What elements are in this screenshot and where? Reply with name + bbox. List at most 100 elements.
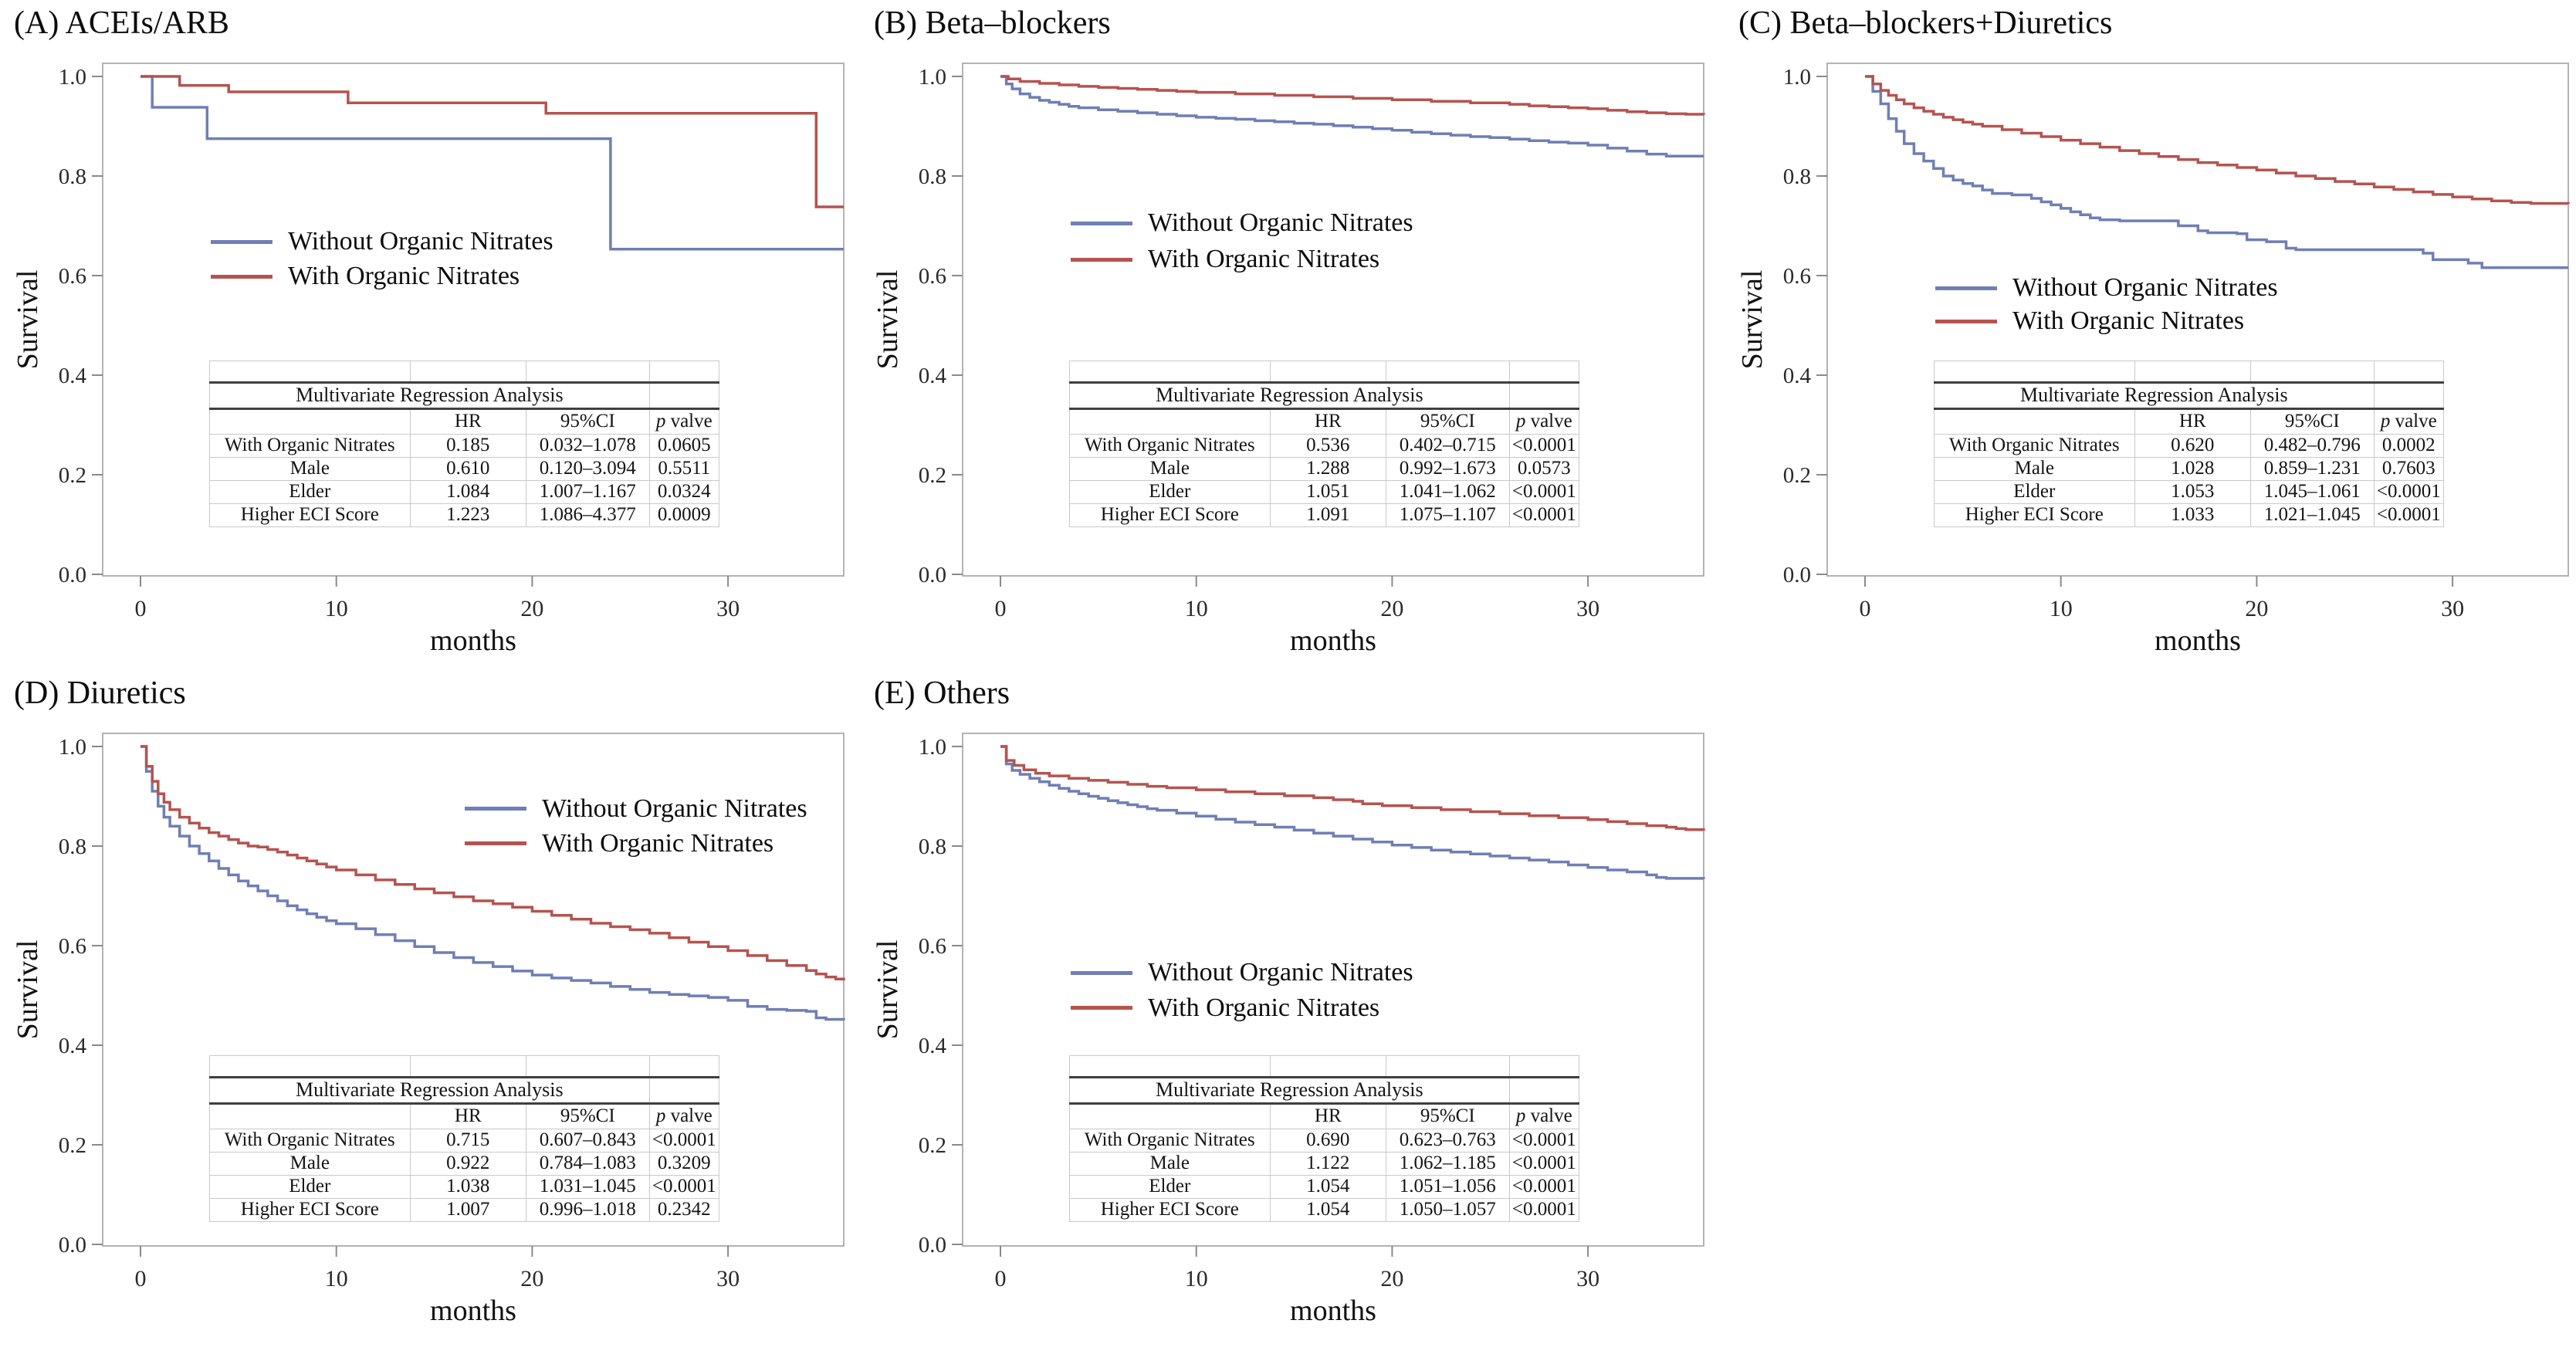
legend-entry-with-nitrates: With Organic Nitrates [211, 258, 520, 295]
ci-value: 0.482–0.796 [2249, 433, 2375, 458]
y-tick-label: 0.6 [919, 934, 946, 959]
table-row: With Organic Nitrates 0.715 0.607–0.843 <0.… [208, 1128, 719, 1153]
hr-value: 1.028 [2134, 456, 2251, 481]
p-value: <0.0001 [2373, 479, 2444, 504]
panel-title: (E) Others [874, 675, 1010, 711]
x-tick-label: 0 [135, 596, 147, 621]
ci-value: 1.031–1.045 [525, 1174, 650, 1199]
p-value: <0.0001 [1508, 1174, 1579, 1199]
col-header-hr: HR [1269, 1102, 1386, 1129]
row-label: Higher ECI Score [1068, 503, 1271, 527]
ci-value: 1.050–1.057 [1385, 1197, 1510, 1222]
table-blank-row [1933, 360, 2444, 383]
row-label: With Organic Nitrates [208, 1128, 411, 1153]
x-tick-label: 20 [1380, 596, 1403, 621]
table-row: Male 1.028 0.859–1.231 0.7603 [1933, 456, 2444, 481]
km-curve-without-nitrates [140, 75, 844, 251]
p-value: <0.0001 [1508, 433, 1579, 458]
x-tick-label: 0 [995, 1266, 1007, 1291]
ci-value: 0.032–1.078 [525, 433, 650, 458]
plot-frame [962, 63, 1704, 577]
x-tick-label: 10 [325, 596, 348, 621]
survival-plot: 1.0 0.8 0.6 0.4 0.2 0.0 0 10 20 30 Survival months [872, 733, 1705, 1327]
regression-table: Multivariate Regression Analysis HR 95%C… [1933, 360, 2444, 527]
row-label: Higher ECI Score [208, 503, 411, 527]
hr-value: 1.053 [2134, 479, 2251, 504]
table-row: Higher ECI Score 1.007 0.996–1.018 0.2342 [208, 1197, 719, 1222]
x-tick-label: 30 [716, 1266, 740, 1291]
x-tick-label: 20 [520, 596, 543, 621]
p-value: 0.0002 [2373, 433, 2444, 458]
ci-value: 1.051–1.056 [1385, 1174, 1510, 1199]
km-panel-d: 1.0 0.8 0.6 0.4 0.2 0.0 0 10 20 30 Survival months … [6, 673, 851, 1337]
y-tick-label: 0.4 [919, 364, 947, 388]
ci-value: 1.045–1.061 [2249, 479, 2375, 504]
legend-line-with-nitrates-swatch [211, 274, 272, 279]
legend-entry-with-nitrates: With Organic Nitrates [1071, 241, 1379, 278]
panel-title: (C) Beta–blockers+Diuretics [1738, 5, 2113, 41]
table-row: Elder 1.038 1.031–1.045 <0.0001 [208, 1174, 719, 1199]
y-tick-label: 0.6 [59, 264, 86, 289]
y-tick-label: 0.2 [59, 463, 86, 488]
y-tick-label: 0.6 [919, 264, 946, 289]
y-tick-label: 1.0 [59, 65, 86, 90]
x-axis-label: months [430, 1295, 516, 1327]
y-tick-label: 0.4 [59, 364, 87, 388]
ci-value: 1.021–1.045 [2249, 503, 2375, 527]
table-title-row: Multivariate Regression Analysis [1068, 1075, 1579, 1105]
legend-line-without-nitrates-swatch [211, 239, 272, 244]
y-tick-label: 1.0 [919, 65, 946, 90]
km-panel-c: 1.0 0.8 0.6 0.4 0.2 0.0 0 10 20 30 Survival months … [1731, 3, 2576, 667]
ci-value: 0.623–0.763 [1385, 1128, 1510, 1153]
x-tick-label: 20 [520, 1266, 543, 1291]
y-tick-label: 0.0 [59, 1233, 86, 1258]
table-row: Higher ECI Score 1.033 1.021–1.045 <0.0001 [1933, 503, 2444, 527]
col-header-ci: 95%CI [2249, 408, 2375, 435]
row-label: With Organic Nitrates [1933, 433, 2135, 458]
x-tick-label: 20 [1380, 1266, 1403, 1291]
row-label: Elder [1933, 479, 2135, 504]
legend-entry-with-nitrates: With Organic Nitrates [1071, 990, 1379, 1027]
p-rest: valve [1525, 411, 1572, 432]
km-curve-without-nitrates [1000, 75, 1704, 157]
hr-value: 0.536 [1269, 433, 1386, 458]
legend-entry-without-nitrates: Without Organic Nitrates [211, 223, 553, 260]
table-row: Higher ECI Score 1.223 1.086–4.377 0.0009 [208, 503, 719, 527]
legend-label: Without Organic Nitrates [288, 227, 553, 256]
table-title-row: Multivariate Regression Analysis [1933, 381, 2444, 410]
row-label: Elder [1068, 479, 1271, 504]
y-axis-label: Survival [872, 270, 904, 370]
y-tick-label: 0.0 [919, 563, 946, 587]
ci-value: 0.402–0.715 [1385, 433, 1510, 458]
legend-entry-with-nitrates: With Organic Nitrates [465, 825, 773, 862]
table-title: Multivariate Regression Analysis [1933, 381, 2375, 410]
regression-table: Multivariate Regression Analysis HR 95%C… [1068, 1054, 1579, 1222]
table-title-row: Multivariate Regression Analysis [208, 381, 719, 410]
y-tick-label: 1.0 [919, 735, 946, 760]
y-tick-label: 1.0 [1783, 65, 1811, 90]
x-tick-label: 10 [325, 1266, 348, 1291]
row-label: Male [1068, 456, 1271, 481]
survival-plot: 1.0 0.8 0.6 0.4 0.2 0.0 0 10 20 30 Survival months [872, 63, 1705, 657]
table-blank-row [208, 360, 719, 383]
table-blank-row [1068, 360, 1579, 383]
p-value: <0.0001 [1508, 1128, 1579, 1153]
regression-table: Multivariate Regression Analysis HR 95%C… [1068, 360, 1579, 527]
col-header-ci: 95%CI [1385, 408, 1510, 435]
row-label: With Organic Nitrates [1068, 433, 1271, 458]
legend-label: With Organic Nitrates [1148, 993, 1380, 1022]
ci-value: 0.120–3.094 [525, 456, 650, 481]
y-tick-label: 0.8 [1783, 164, 1811, 189]
row-label: With Organic Nitrates [208, 433, 411, 458]
table-row: Male 0.922 0.784–1.083 0.3209 [208, 1151, 719, 1176]
legend-label: Without Organic Nitrates [542, 794, 807, 823]
legend-label: Without Organic Nitrates [2012, 273, 2278, 303]
table-row: With Organic Nitrates 0.620 0.482–0.796 0.0… [1933, 433, 2444, 458]
y-tick-label: 0.4 [59, 1034, 87, 1058]
plot-frame [1826, 63, 2569, 577]
y-tick-label: 0.0 [1783, 563, 1811, 587]
col-header-pvalue: p valve [648, 1102, 719, 1129]
row-label: Male [208, 456, 411, 481]
legend-entry-without-nitrates: Without Organic Nitrates [1071, 954, 1413, 991]
